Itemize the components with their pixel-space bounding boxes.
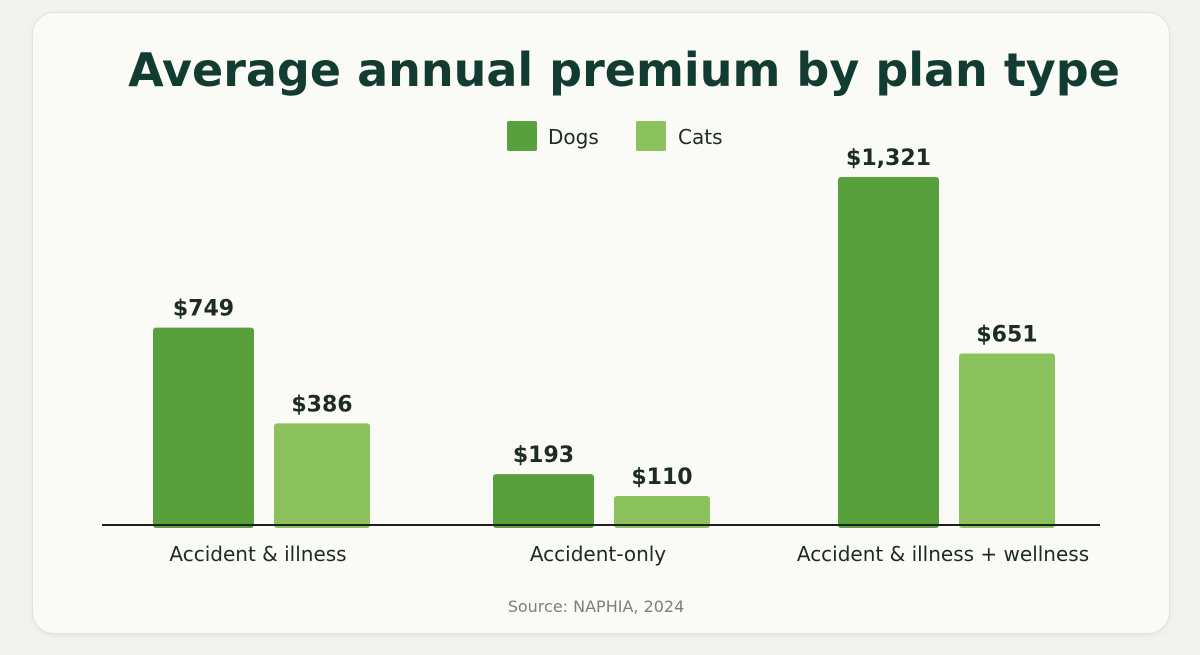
- bar-dogs-accident-only: [493, 474, 594, 528]
- value-label-cats-accident-illness: $386: [291, 392, 352, 417]
- chart-card: [32, 12, 1170, 634]
- legend: Dogs Cats: [507, 121, 722, 151]
- category-label-accident-illness-wellness: Accident & illness + wellness: [797, 542, 1089, 566]
- category-label-accident-illness: Accident & illness: [169, 542, 346, 566]
- value-label-cats-accident-illness-wellness: $651: [976, 323, 1037, 348]
- value-label-cats-accident-only: $110: [631, 465, 692, 490]
- legend-label-dogs: Dogs: [548, 125, 599, 149]
- bar-cats-accident-illness-wellness: [959, 353, 1055, 528]
- category-labels: Accident & illness Accident-only Accident …: [169, 542, 1089, 566]
- bar-cats-accident-only: [614, 496, 710, 528]
- category-label-accident-only: Accident-only: [530, 542, 666, 566]
- value-label-dogs-accident-illness: $749: [173, 297, 234, 322]
- source-note: Source: NAPHIA, 2024: [508, 597, 685, 616]
- chart-title: Average annual premium by plan type: [128, 43, 1120, 97]
- bar-cats-accident-illness: [274, 423, 370, 528]
- bar-dogs-accident-illness-wellness: [838, 177, 939, 528]
- legend-label-cats: Cats: [678, 125, 722, 149]
- legend-swatch-cats: [636, 121, 666, 151]
- value-label-dogs-accident-only: $193: [513, 443, 574, 468]
- legend-swatch-dogs: [507, 121, 537, 151]
- bar-dogs-accident-illness: [153, 327, 254, 528]
- bars-group: $749 $386 $193 $110 $1,321 $651: [153, 146, 1055, 528]
- value-label-dogs-accident-illness-wellness: $1,321: [846, 146, 931, 171]
